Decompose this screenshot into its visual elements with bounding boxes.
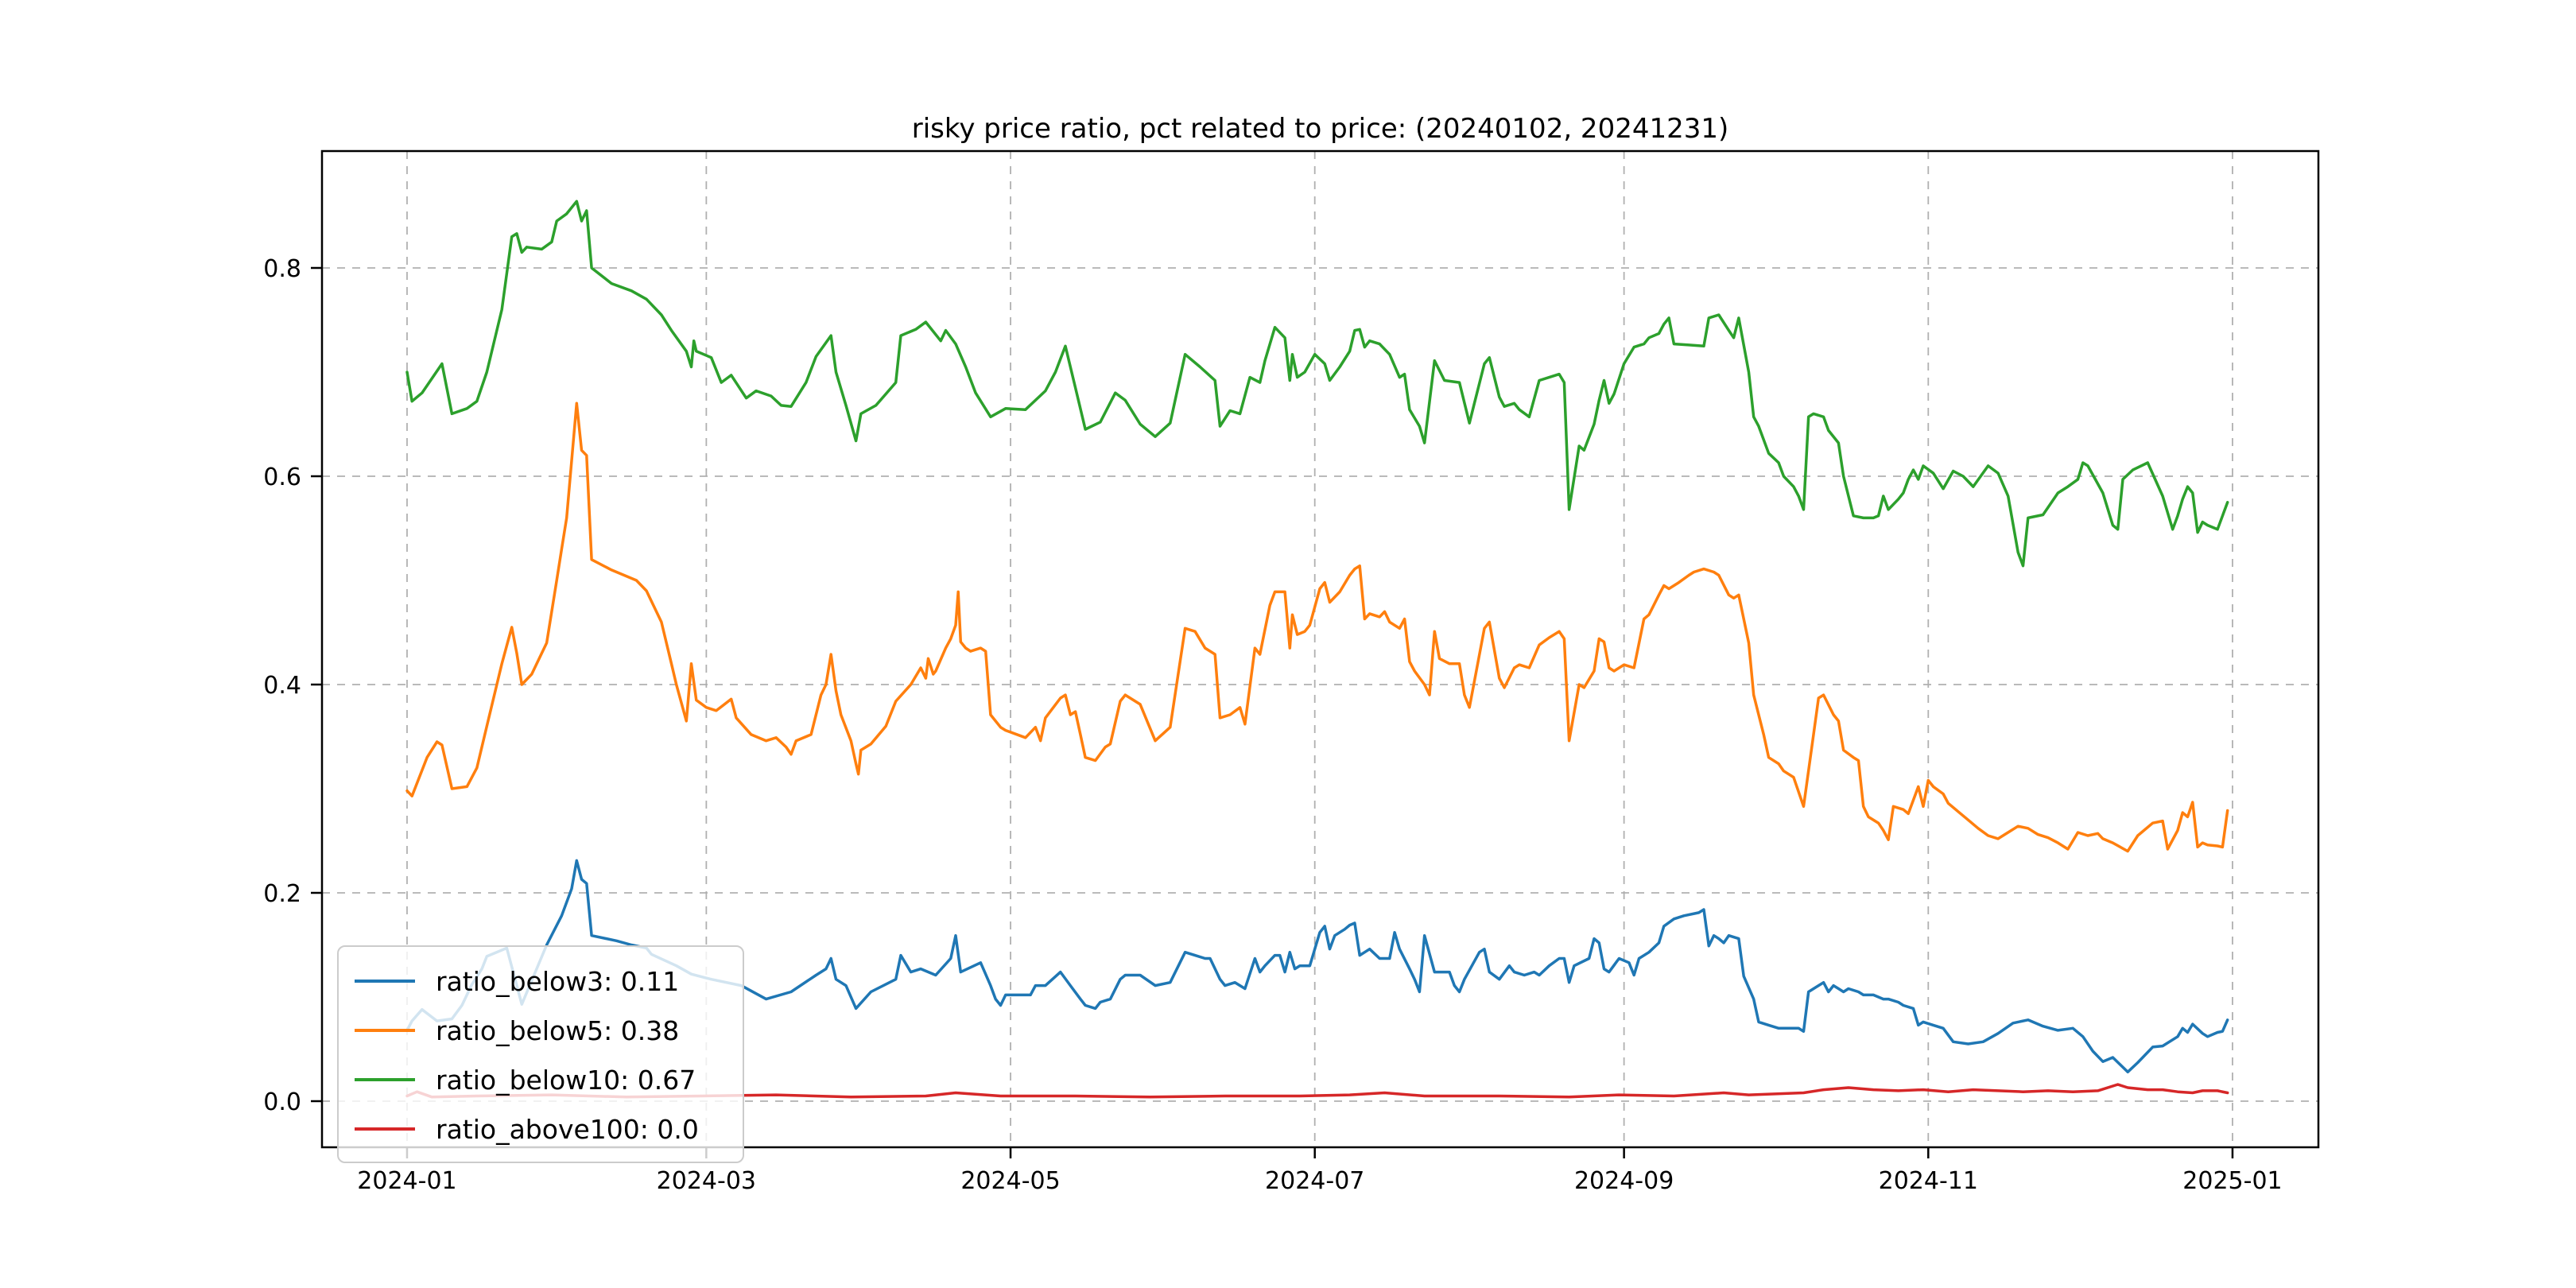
- legend-label: ratio_below5: 0.38: [436, 1014, 680, 1046]
- x-tick-label: 2024-09: [1574, 1167, 1674, 1195]
- legend-line-icon: [355, 980, 415, 983]
- legend: ratio_below3: 0.11 ratio_below5: 0.38 ra…: [337, 945, 744, 1163]
- legend-label: ratio_above100: 0.0: [436, 1113, 699, 1145]
- x-tick-label: 2024-11: [1879, 1167, 1978, 1195]
- legend-line-icon: [355, 1127, 415, 1131]
- legend-item-ratio-below3: ratio_below3: 0.11: [339, 956, 743, 1006]
- axes-spines: [320, 149, 2320, 1149]
- y-tick-label: 0.6: [263, 464, 301, 491]
- x-tick-label: 2025-01: [2182, 1167, 2282, 1195]
- x-tick-label: 2024-05: [960, 1167, 1060, 1195]
- y-tick-label: 0.8: [263, 255, 301, 283]
- x-tick-label: 2024-01: [357, 1167, 456, 1195]
- y-tick-label: 0.4: [263, 672, 301, 700]
- series-line-ratio_below10: [405, 200, 2229, 568]
- legend-label: ratio_below3: 0.11: [436, 965, 680, 997]
- series-line-ratio_above100: [405, 1083, 2229, 1099]
- legend-line-icon: [355, 1029, 415, 1032]
- series-line-ratio_below3: [405, 859, 2229, 1074]
- x-tick-label: 2024-03: [657, 1167, 756, 1195]
- y-tick-label: 0.0: [263, 1088, 301, 1116]
- legend-item-ratio-above100: ratio_above100: 0.0: [339, 1104, 743, 1154]
- legend-item-ratio-below5: ratio_below5: 0.38: [339, 1006, 743, 1055]
- chart-title: risky price ratio, pct related to price:…: [911, 113, 1729, 145]
- series-line-ratio_below5: [405, 402, 2229, 853]
- legend-line-icon: [355, 1078, 415, 1081]
- legend-label: ratio_below10: 0.67: [436, 1064, 696, 1096]
- x-tick-label: 2024-07: [1265, 1167, 1364, 1195]
- legend-item-ratio-below10: ratio_below10: 0.67: [339, 1055, 743, 1104]
- y-tick-label: 0.2: [263, 880, 301, 908]
